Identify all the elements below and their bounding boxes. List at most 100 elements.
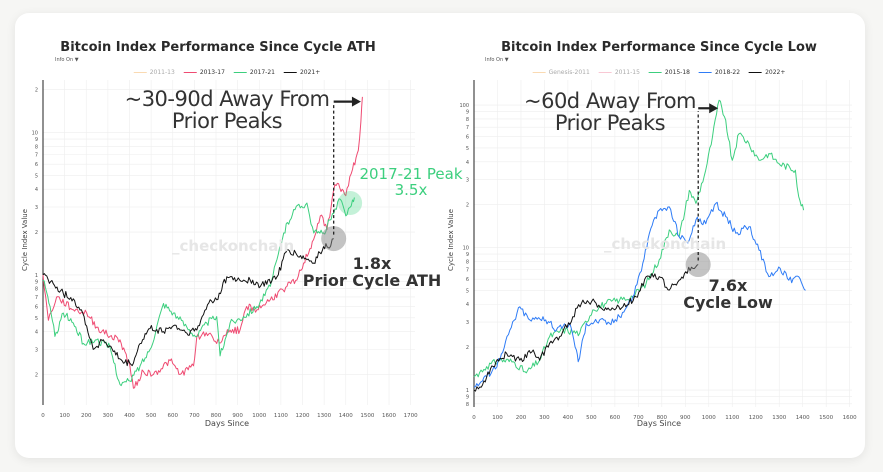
info-dropdown[interactable]: Info On ▼: [55, 57, 79, 63]
y-tick-label: 7: [466, 125, 469, 131]
legend-item-2013-17[interactable]: 2013-17: [183, 69, 225, 76]
legend-swatch: [698, 71, 712, 74]
x-tick-label: 100: [492, 415, 503, 421]
y-tick-label: 2: [35, 88, 38, 94]
chart-title: Bitcoin Index Performance Since Cycle Lo…: [501, 40, 817, 55]
y-tick-label: 8: [466, 259, 469, 265]
legend-item-2018-22[interactable]: 2018-22: [698, 69, 740, 76]
y-tick-label: 9: [466, 110, 469, 116]
info-dropdown-label: Info On: [55, 57, 74, 63]
x-tick-label: 500: [146, 413, 157, 419]
y-tick-label: 3: [466, 320, 469, 326]
y-tick-label: 7: [35, 295, 38, 301]
peak-annotation: 2017-21 Peak 3.5x: [359, 166, 462, 199]
headline-annotation: ~60d Away From Prior Peaks: [524, 90, 697, 134]
current-highlight-circle: [685, 252, 711, 278]
headline-annotation: ~30-90d Away From Prior Peaks: [125, 88, 330, 132]
y-tick-label: 9: [466, 252, 469, 258]
series-line-2017-21: [42, 197, 355, 387]
headline-line1: ~30-90d Away From: [124, 87, 330, 111]
arrow-right-icon: [351, 96, 361, 107]
legend-swatch: [749, 71, 763, 74]
x-tick-label: 1100: [274, 413, 288, 419]
x-tick-label: 100: [59, 413, 70, 419]
y-tick-label: 2: [35, 230, 38, 236]
legend-label: 2015-18: [664, 69, 690, 76]
current-annotation: 7.6x Cycle Low: [683, 277, 773, 312]
x-tick-label: 900: [232, 413, 243, 419]
y-tick-label: 1: [466, 388, 469, 394]
chart-title: Bitcoin Index Performance Since Cycle AT…: [60, 40, 376, 55]
series-line-2021-: [42, 238, 334, 367]
y-tick-label: 10: [32, 131, 38, 137]
legend-swatch: [183, 71, 197, 74]
legend-label: 2021+: [299, 69, 321, 76]
legend-item-2021-[interactable]: 2021+: [283, 69, 321, 76]
y-tick-label: 8: [466, 402, 469, 408]
legend-item-2017-21[interactable]: 2017-21: [233, 69, 275, 76]
legend-swatch: [598, 71, 612, 74]
current-label: Prior Cycle ATH: [302, 270, 442, 290]
info-dropdown-label: Info On: [485, 57, 504, 63]
series-line-2018-22: [473, 201, 806, 388]
x-axis-label: Days Since: [204, 419, 250, 428]
x-tick-label: 1000: [252, 413, 266, 419]
x-tick-label: 1200: [296, 413, 310, 419]
x-tick-label: 400: [124, 413, 135, 419]
y-tick-label: 9: [466, 395, 469, 401]
legend-label: 2013-17: [199, 69, 225, 76]
watermark: _checkonchain: [172, 237, 295, 255]
series-line-2022-: [473, 264, 699, 392]
legend-label: Genesis-2011: [548, 69, 590, 76]
legend-label: 2011-13: [149, 69, 175, 76]
y-tick-label: 4: [466, 302, 469, 308]
x-tick-label: 0: [472, 415, 476, 421]
dropdown-arrow-icon: ▼: [74, 57, 79, 63]
legend: Genesis-2011 2011-15 2015-18 2018-22 2022+: [532, 69, 785, 76]
watermark: _checkonchain: [604, 235, 727, 253]
legend-swatch: [233, 71, 247, 74]
y-tick-label: 4: [466, 160, 469, 166]
legend-label: 2011-15: [614, 69, 640, 76]
y-tick-label: 7: [35, 153, 38, 159]
legend-item-2022-[interactable]: 2022+: [749, 69, 785, 76]
y-tick-label: 8: [35, 144, 38, 150]
info-dropdown[interactable]: Info On ▼: [485, 57, 509, 63]
headline-line2: Prior Peaks: [171, 109, 283, 134]
legend-item-genesis-2011[interactable]: Genesis-2011: [532, 69, 590, 76]
legend: 2011-13 2013-17 2017-21 2021+: [133, 69, 321, 76]
y-tick-label: 9: [35, 137, 38, 143]
legend-swatch: [648, 71, 662, 74]
x-tick-label: 0: [41, 413, 45, 419]
current-highlight-circle: [321, 226, 347, 252]
current-label: Cycle Low: [683, 292, 773, 312]
x-tick-label: 1300: [772, 415, 786, 421]
x-tick-label: 1600: [382, 413, 396, 419]
legend-item-2011-13[interactable]: 2011-13: [133, 69, 175, 76]
y-tick-label: 4: [35, 330, 38, 336]
current-annotation: 1.8x Prior Cycle ATH: [302, 255, 442, 290]
y-tick-label: 3: [35, 205, 38, 211]
content-card: [15, 13, 865, 458]
y-tick-label: 2: [466, 345, 469, 351]
legend-item-2011-15[interactable]: 2011-15: [598, 69, 640, 76]
y-tick-label: 5: [466, 288, 469, 294]
arrow-right-icon: [709, 103, 719, 114]
x-tick-label: 1000: [702, 415, 716, 421]
y-tick-label: 3: [466, 178, 469, 184]
legend-swatch: [532, 71, 546, 74]
y-tick-label: 10: [463, 246, 469, 252]
legend-item-2015-18[interactable]: 2015-18: [648, 69, 690, 76]
y-tick-label: 8: [466, 117, 469, 123]
y-tick-label: 2: [466, 203, 469, 209]
y-tick-label: 5: [466, 146, 469, 152]
y-tick-label: 1: [35, 273, 38, 279]
x-tick-label: 1300: [317, 413, 331, 419]
y-tick-label: 5: [35, 316, 38, 322]
x-tick-label: 300: [539, 415, 550, 421]
x-tick-label: 1100: [725, 415, 739, 421]
x-tick-label: 1400: [339, 413, 353, 419]
y-tick-label: 6: [35, 162, 38, 168]
